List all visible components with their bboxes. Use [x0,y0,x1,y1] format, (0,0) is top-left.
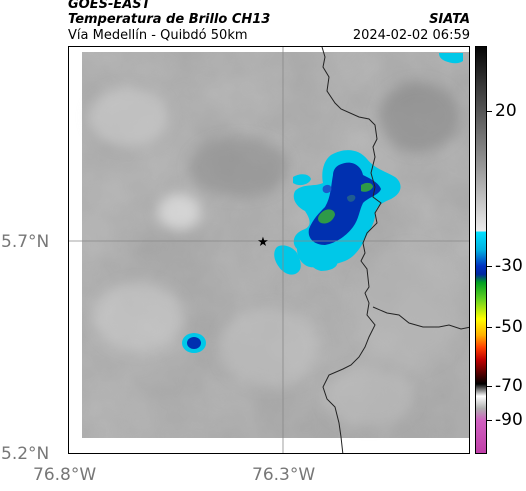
longitude-label-76-8w: 76.8°W [33,465,97,485]
colorbar-label-minus-50: -50 [495,317,523,337]
satellite-map[interactable]: ★ [68,46,470,454]
colorbar-tick [487,327,492,328]
coldest-cloud-tops [318,182,373,224]
region-subtitle: Vía Medellín - Quibdó 50km [68,28,248,43]
longitude-label-76-3w: 76.3°W [252,465,316,485]
colorbar-label-minus-90: -90 [495,410,523,430]
map-canvas: ★ [69,47,469,453]
graticule [69,47,469,453]
latitude-label-5-2n: 5.2°N [1,444,50,464]
colorbar-label-minus-30: -30 [495,256,523,276]
deep-convection-core [187,162,381,349]
agency-label: SIATA [429,12,470,27]
colorbar-label-minus-70: -70 [495,376,523,396]
colorbar-tick [487,266,492,267]
timestamp: 2024-02-02 06:59 [352,28,470,43]
latitude-label-5-7n: 5.7°N [1,232,50,252]
boundary-lines [321,47,469,453]
colorbar-label-20: 20 [495,101,517,121]
temperature-colorbar [475,46,487,454]
satellite-name: GOES-EAST [68,0,151,12]
product-title: Temperatura de Brillo CH13 [68,12,271,27]
colorbar-tick [487,420,492,421]
star-icon: ★ [257,235,269,250]
colorbar-tick [487,386,492,387]
colorbar-tick [487,111,492,112]
